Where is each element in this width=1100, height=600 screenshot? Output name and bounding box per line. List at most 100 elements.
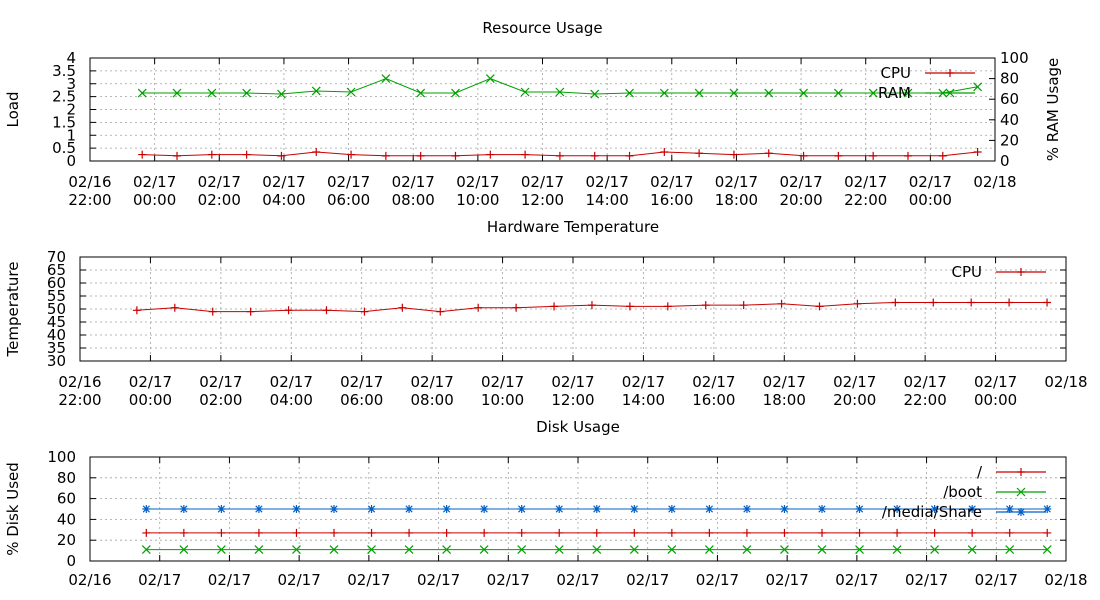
- x-tick-label-date: 02/17: [487, 571, 530, 589]
- chart-panel-3: Disk Usage 0 20 40 60 80 100 % Disk Used 02/16 02…: [4, 418, 1088, 589]
- data-point: [1043, 298, 1052, 307]
- data-point: [277, 89, 286, 99]
- plot-frame: [79, 256, 1067, 362]
- data-point: [1005, 505, 1014, 513]
- x-tick-label-time: 22:00: [904, 391, 947, 409]
- data-point: [480, 528, 489, 537]
- data-point: [312, 147, 321, 156]
- x-tick-label-date: 02/17: [417, 571, 460, 589]
- data-point: [834, 151, 843, 160]
- data-point: [172, 88, 182, 98]
- y-tick-label: 45: [47, 313, 66, 331]
- legend-marker: [946, 69, 954, 77]
- data-point: [855, 545, 864, 554]
- x-tick-label-date: 02/17: [556, 571, 599, 589]
- data-point: [853, 299, 862, 308]
- data-point: [246, 307, 255, 316]
- data-point: [1005, 298, 1014, 307]
- data-point: [968, 528, 977, 537]
- data-point: [973, 82, 983, 92]
- y-tick-label: 0: [66, 152, 76, 170]
- y2-tick-label: 20: [1000, 131, 1019, 149]
- x-tick-label-time: 22:00: [844, 191, 887, 209]
- data-point: [967, 298, 976, 307]
- x-tick-label-time: 12:00: [521, 191, 564, 209]
- legend-label: /boot: [943, 483, 982, 501]
- data-point: [625, 302, 634, 311]
- data-point: [330, 528, 338, 537]
- x-tick-label-date: 02/17: [208, 571, 251, 589]
- data-point: [367, 545, 376, 554]
- x-tick-label-time: 00:00: [129, 391, 172, 409]
- data-point: [555, 151, 564, 160]
- x-tick-label-time: 18:00: [715, 191, 758, 209]
- data-point: [973, 147, 982, 156]
- y-tick-label: 35: [47, 339, 66, 357]
- x-tick-label-date: 02/17: [904, 373, 947, 391]
- x-tick-label-date: 02/17: [692, 373, 735, 391]
- x-tick-label-date: 02/17: [766, 571, 809, 589]
- data-point: [855, 528, 864, 537]
- data-point: [517, 505, 526, 513]
- data-point: [329, 545, 339, 554]
- data-point: [138, 150, 147, 159]
- data-point: [479, 545, 489, 554]
- x-tick-label-date: 02/17: [763, 373, 806, 391]
- x-tick-label-date: 02/17: [327, 173, 370, 191]
- legend-marker: [1016, 487, 1026, 497]
- x-tick-label-time: 22:00: [68, 191, 111, 209]
- data-point: [141, 545, 151, 554]
- x-tick-label-time: 04:00: [262, 191, 305, 209]
- data-point: [217, 528, 226, 537]
- data-point: [667, 545, 677, 554]
- data-point: [398, 303, 407, 312]
- y-tick-label: 50: [47, 300, 66, 318]
- x-tick-label-date: 02/17: [521, 173, 564, 191]
- data-point: [137, 88, 147, 98]
- data-point: [550, 302, 559, 311]
- data-point: [780, 545, 789, 554]
- y-tick-label: 30: [47, 352, 66, 370]
- x-tick-label-date: 02/17: [340, 373, 383, 391]
- x-tick-label-date: 02/17: [347, 571, 390, 589]
- data-point: [855, 505, 864, 513]
- data-point: [442, 528, 451, 537]
- data-point: [347, 150, 356, 159]
- legend-label: /media/Share: [882, 503, 982, 521]
- y-tick-label: 70: [47, 248, 66, 266]
- x-tick-label-date: 02/17: [650, 173, 693, 191]
- data-point: [764, 149, 773, 158]
- x-tick-label-time: 22:00: [58, 391, 101, 409]
- data-point: [442, 505, 451, 513]
- data-point: [729, 88, 739, 98]
- data-point: [520, 87, 530, 97]
- x-tick-label-date: 02/17: [262, 173, 305, 191]
- y-tick-label: 60: [47, 274, 66, 292]
- data-point: [660, 147, 669, 156]
- data-point: [451, 88, 460, 98]
- chart-title: Resource Usage: [482, 19, 602, 37]
- y-tick-label: 2: [66, 101, 76, 119]
- x-tick-label-time: 18:00: [763, 391, 806, 409]
- x-tick-label-date: 02/17: [622, 373, 665, 391]
- x-tick-label-date: 02/18: [973, 173, 1016, 191]
- data-point: [667, 505, 676, 513]
- data-point: [742, 545, 752, 554]
- x-tick-label-time: 06:00: [327, 191, 370, 209]
- data-point: [179, 545, 189, 554]
- x-tick-label-date: 02/17: [129, 373, 172, 391]
- data-point: [474, 303, 483, 312]
- data-point: [818, 505, 826, 513]
- x-tick-label-date: 02/18: [1044, 571, 1087, 589]
- data-point: [903, 151, 912, 160]
- data-point: [486, 150, 495, 159]
- x-tick-label-date: 02/17: [199, 373, 242, 391]
- data-point: [739, 301, 748, 310]
- data-point: [701, 301, 710, 310]
- x-tick-label-time: 12:00: [551, 391, 594, 409]
- y2-tick-label: 40: [1000, 111, 1019, 129]
- data-point: [891, 298, 900, 307]
- data-point: [277, 151, 286, 160]
- data-point: [893, 505, 902, 513]
